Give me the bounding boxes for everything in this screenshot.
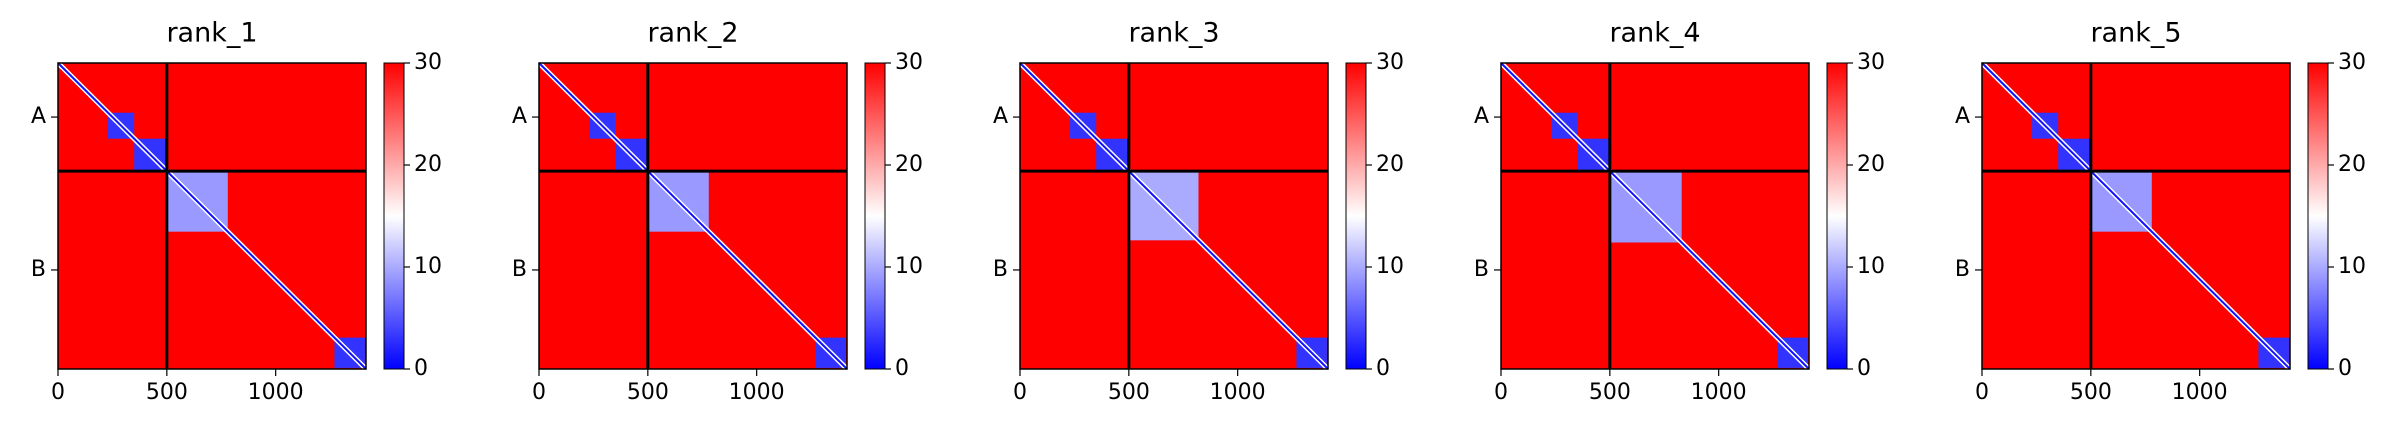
x-tick-label: 0 — [1013, 380, 1027, 405]
panel-title: rank_1 — [166, 18, 257, 49]
colorbar-tick-label: 20 — [414, 152, 442, 177]
y-tick-label: B — [31, 257, 46, 282]
colorbar — [1345, 62, 1367, 370]
colorbar-tick-label: 0 — [1857, 356, 1871, 381]
colorbar — [383, 62, 405, 370]
y-tick-label: B — [512, 257, 527, 282]
colorbar-tick-label: 30 — [2338, 50, 2366, 75]
colorbar-tick-label: 0 — [414, 356, 428, 381]
diagonal — [57, 62, 367, 370]
colorbar — [2307, 62, 2329, 370]
colorbar — [1826, 62, 1848, 370]
colorbar-tick-label: 20 — [1857, 152, 1885, 177]
panel-title: rank_4 — [1609, 18, 1700, 49]
y-tick-label: A — [31, 104, 46, 129]
diagonal — [1981, 62, 2291, 370]
diagonal — [1019, 62, 1329, 370]
colorbar-tick-label: 20 — [2338, 152, 2366, 177]
x-tick-label: 1000 — [1691, 380, 1747, 405]
plot-frame — [57, 62, 367, 370]
plot-frame — [1019, 62, 1329, 370]
x-tick-label: 0 — [532, 380, 546, 405]
x-tick-label: 1000 — [729, 380, 785, 405]
colorbar-tick-label: 20 — [895, 152, 923, 177]
diagonal — [1500, 62, 1810, 370]
y-tick-label: B — [1955, 257, 1970, 282]
x-tick-label: 1000 — [1210, 380, 1266, 405]
colorbar-tick-label: 10 — [2338, 254, 2366, 279]
colorbar-tick-label: 10 — [1376, 254, 1404, 279]
plot-frame — [1500, 62, 1810, 370]
colorbar-tick-label: 10 — [414, 254, 442, 279]
colorbar-tick-label: 30 — [1857, 50, 1885, 75]
x-tick-label: 500 — [2070, 380, 2112, 405]
colorbar-tick-label: 0 — [1376, 356, 1390, 381]
x-tick-label: 500 — [146, 380, 188, 405]
x-tick-label: 0 — [1975, 380, 1989, 405]
panel-title: rank_5 — [2090, 18, 2181, 49]
x-tick-label: 500 — [1108, 380, 1150, 405]
x-tick-label: 500 — [627, 380, 669, 405]
y-tick-label: A — [1474, 104, 1489, 129]
panel-title: rank_2 — [647, 18, 738, 49]
y-tick-label: A — [1955, 104, 1970, 129]
colorbar — [864, 62, 886, 370]
y-tick-label: A — [993, 104, 1008, 129]
y-tick-label: B — [993, 257, 1008, 282]
diagonal — [538, 62, 848, 370]
plot-frame — [1981, 62, 2291, 370]
x-tick-label: 0 — [51, 380, 65, 405]
x-tick-label: 1000 — [248, 380, 304, 405]
colorbar-tick-label: 10 — [895, 254, 923, 279]
colorbar-tick-label: 20 — [1376, 152, 1404, 177]
plot-frame — [538, 62, 848, 370]
colorbar-tick-label: 10 — [1857, 254, 1885, 279]
colorbar-tick-label: 30 — [895, 50, 923, 75]
x-tick-label: 1000 — [2172, 380, 2228, 405]
colorbar-tick-label: 0 — [2338, 356, 2352, 381]
x-tick-label: 500 — [1589, 380, 1631, 405]
y-tick-label: A — [512, 104, 527, 129]
panel-title: rank_3 — [1128, 18, 1219, 49]
colorbar-tick-label: 30 — [414, 50, 442, 75]
x-tick-label: 0 — [1494, 380, 1508, 405]
y-tick-label: B — [1474, 257, 1489, 282]
colorbar-tick-label: 30 — [1376, 50, 1404, 75]
colorbar-tick-label: 0 — [895, 356, 909, 381]
